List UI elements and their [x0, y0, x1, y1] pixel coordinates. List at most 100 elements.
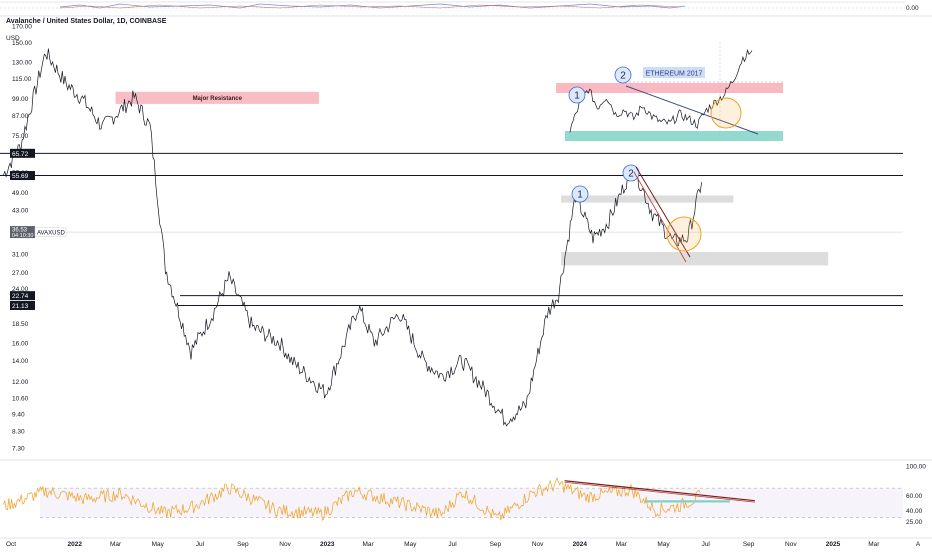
top-indicator-wave-2: [59, 4, 681, 9]
current-price-tag-bg: [10, 226, 35, 239]
y-tick-label: 9.40: [12, 412, 25, 419]
current-price-label: 36.53: [12, 228, 28, 234]
inset-teal-zone: [565, 131, 783, 141]
support-zone-grey: [561, 251, 829, 266]
x-tick-label: May: [404, 541, 417, 548]
y-tick-label: 7.30: [12, 446, 25, 453]
y-tick-label: 43.00: [12, 208, 29, 215]
level-tag-label: 22.74: [12, 293, 29, 300]
annotation-layer: 1 2 1 2: [568, 66, 702, 263]
y-axis: 170.00 150.00 130.00 115.00 99.00 87.00 75.00 5…: [12, 23, 32, 452]
rsi-tick-label: 60.00: [906, 493, 923, 500]
channel-line-upper: [635, 166, 691, 258]
x-tick-label: Jul: [196, 541, 205, 548]
wave-marker-label: 2: [620, 71, 626, 82]
ethereum-2017-line: [569, 48, 753, 133]
resistance-zone-grey: [561, 195, 734, 203]
rsi-tick-label: 40.00: [906, 508, 923, 515]
price-series-layer: [3, 48, 702, 427]
x-tick-label: Mar: [362, 541, 374, 548]
y-tick-label: 31.00: [12, 252, 29, 259]
symbol-title[interactable]: Avalanche / United States Dollar, 1D, CO…: [6, 18, 167, 25]
y-tick-label: 14.00: [12, 358, 29, 365]
wave-marker-circle: [614, 66, 632, 84]
wave-marker-circle: [571, 185, 589, 203]
x-tick-label: Sep: [743, 541, 755, 548]
symbol-tag-label: AVAXUSD: [37, 230, 65, 236]
rsi-trendline-2: [564, 481, 755, 503]
level-tag-label: 55.69: [12, 173, 29, 180]
y-tick-label: 75.00: [12, 133, 29, 140]
y-tick-label: 150.00: [12, 40, 32, 47]
symbol-tag-bg: [34, 227, 67, 237]
breakout-circle: [666, 216, 702, 252]
corner-label: A: [916, 541, 921, 548]
ethereum-label-bg: [643, 67, 705, 78]
y-tick-label: 8.30: [12, 428, 25, 435]
wave-marker-label: 2: [628, 169, 634, 180]
y-tick-label: 99.00: [12, 96, 29, 103]
rsi-y-axis: 100.00 60.00 40.00 25.00: [906, 464, 926, 526]
rsi-pane: [3, 477, 903, 521]
wave-marker-circle: [622, 164, 640, 182]
y-tick-label: 170.00: [12, 23, 32, 30]
currency-label: USD: [6, 35, 20, 42]
y-tick-label: 16.00: [12, 340, 29, 347]
wave-marker-label: 1: [577, 190, 583, 201]
horizontal-levels-layer: [0, 152, 903, 306]
y-tick-label: 130.00: [12, 59, 32, 66]
x-tick-label: Jul: [448, 541, 457, 548]
y-tick-label: 49.00: [12, 190, 29, 197]
x-tick-label: Nov: [785, 541, 797, 548]
chart-header: Avalanche / United States Dollar, 1D, CO…: [6, 18, 167, 42]
x-tick-label: Oct: [6, 541, 16, 548]
major-resistance-zone: [115, 91, 319, 104]
rsi-tick-label: 25.00: [906, 519, 923, 526]
level-tag-bg: [10, 300, 35, 310]
x-tick-label: Mar: [868, 541, 880, 548]
wave-marker-circle: [568, 86, 586, 104]
level-tag-bg: [10, 148, 35, 158]
channel-line-lower: [633, 171, 687, 263]
level-tag-label: 65.72: [12, 151, 29, 158]
level-tag-bg: [10, 291, 35, 301]
x-tick-label: 2022: [67, 541, 82, 548]
level-tag-bg: [10, 171, 35, 181]
top-indicator-strip: 0.00: [0, 1, 919, 12]
avax-price-line: [3, 48, 702, 427]
y-tick-label: 24.00: [12, 286, 29, 293]
x-tick-label: 2025: [826, 541, 841, 548]
inset-series-layer: ETHEREUM 2017: [569, 48, 759, 135]
y-tick-label: 27.00: [12, 270, 29, 277]
y-tick-label: 18.50: [12, 321, 29, 328]
x-tick-label: May: [152, 541, 165, 548]
rsi-line: [3, 477, 701, 521]
y-tick-label: 87.00: [12, 113, 29, 120]
x-tick-label: Nov: [532, 541, 544, 548]
x-tick-label: Sep: [490, 541, 502, 548]
x-tick-label: May: [657, 541, 670, 548]
rsi-tick-label: 100.00: [906, 464, 926, 471]
inset-trendline: [625, 85, 759, 135]
level-tag-label: 21.13: [12, 303, 29, 310]
inset-breakout-circle: [710, 97, 742, 129]
x-tick-label: 2024: [573, 541, 588, 548]
x-tick-label: Nov: [279, 541, 291, 548]
x-tick-label: Mar: [616, 541, 628, 548]
current-price-countdown: 04:10:30: [12, 233, 33, 239]
top-indicator-value: 0.00: [906, 5, 919, 12]
y-tick-label: 12.00: [12, 379, 29, 386]
x-tick-label: Mar: [110, 541, 122, 548]
zones-layer: Major Resistance: [115, 42, 829, 266]
x-axis: Oct 2022 Mar May Jul Sep Nov 2023 Mar May Jul Sep No…: [0, 537, 932, 548]
x-tick-label: Jul: [702, 541, 711, 548]
inset-pink-zone: [556, 83, 783, 93]
top-indicator-wave: [59, 3, 686, 9]
rsi-trendline: [564, 480, 755, 502]
ethereum-2017-label: ETHEREUM 2017: [646, 71, 703, 78]
y-tick-label: 10.60: [12, 395, 29, 402]
wave-marker-label: 1: [574, 91, 580, 102]
